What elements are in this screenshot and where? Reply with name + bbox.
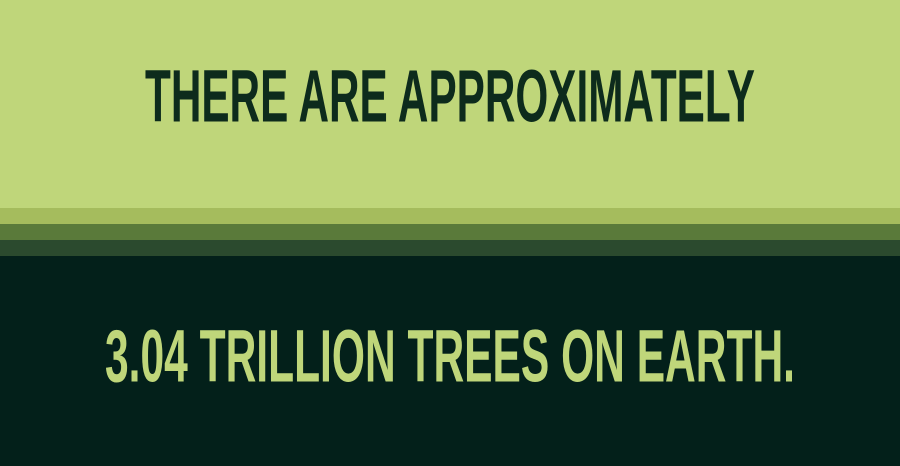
stripe [0,240,900,256]
stripe [0,224,900,240]
headline-top: THERE ARE APPROXIMATELY [145,55,755,138]
top-panel [0,0,900,208]
headline-bottom: 3.04 TRILLION TREES ON EARTH. [105,315,795,398]
bottom-panel [0,256,900,466]
stripe [0,208,900,224]
